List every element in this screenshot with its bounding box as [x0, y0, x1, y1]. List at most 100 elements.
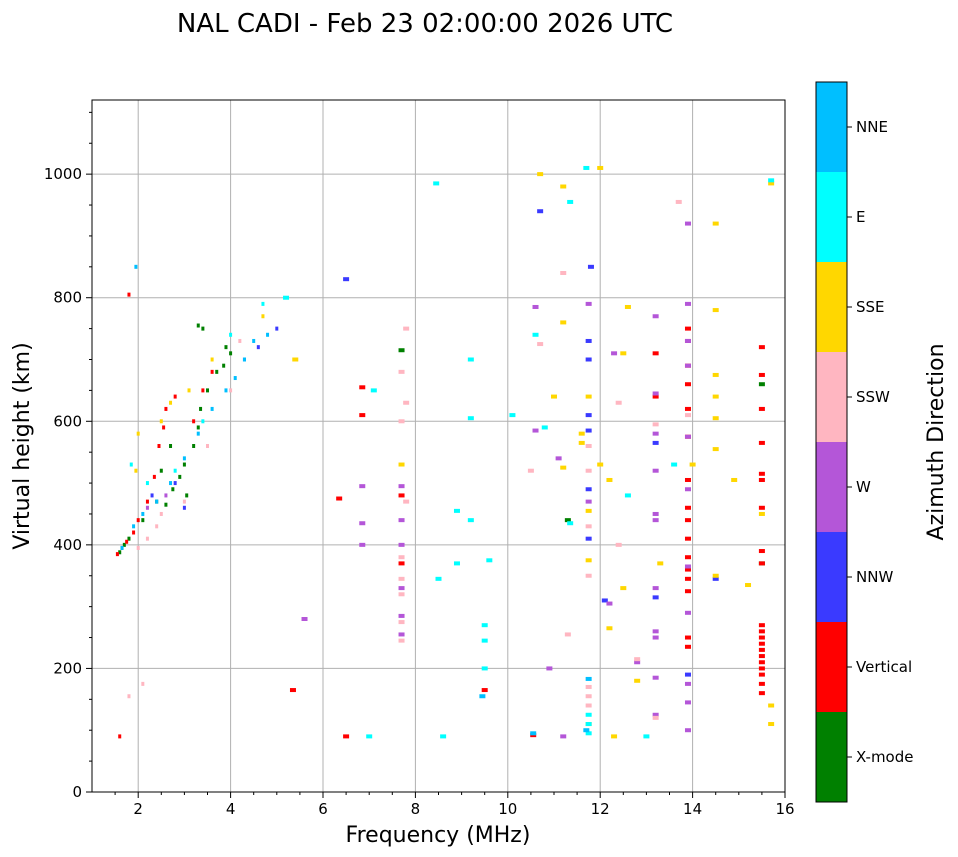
data-point-sse: [620, 586, 627, 591]
x-tick-label: 16: [775, 800, 794, 818]
data-point-e: [567, 199, 574, 204]
data-point-vertical: [115, 552, 119, 557]
data-point-nnw: [585, 357, 592, 362]
data-point-sse: [551, 394, 557, 399]
data-point-sse: [758, 511, 765, 516]
colorbar-tick-label: Vertical: [856, 658, 912, 676]
data-point-w: [585, 301, 592, 306]
colorbar-tick-label: X-mode: [856, 748, 913, 766]
data-point-x-mode: [178, 474, 182, 479]
data-point-w: [359, 484, 366, 489]
data-point-nnw: [150, 493, 154, 498]
data-point-vertical: [684, 644, 691, 649]
data-point-ssw: [615, 542, 622, 547]
data-point-vertical: [758, 681, 765, 686]
colorbar-tick-label: W: [856, 478, 871, 496]
data-point-vertical: [162, 425, 166, 430]
data-points: [115, 165, 775, 739]
data-point-x-mode: [127, 536, 131, 541]
data-point-e: [440, 734, 447, 739]
data-point-vertical: [684, 589, 691, 594]
data-point-vertical: [684, 477, 691, 482]
data-point-nnw: [712, 576, 719, 581]
data-point-nne: [182, 456, 186, 461]
data-point-x-mode: [122, 542, 126, 547]
data-point-ssw: [127, 694, 131, 699]
data-point-ssw: [229, 388, 233, 393]
data-point-nnw: [684, 672, 691, 677]
x-axis-label: Frequency (MHz): [346, 823, 531, 848]
data-point-nne: [134, 264, 138, 269]
data-point-nne: [233, 376, 237, 381]
data-point-vertical: [336, 496, 343, 501]
data-point-w: [398, 542, 405, 547]
x-tick-label: 2: [133, 800, 143, 818]
data-point-e: [366, 734, 373, 739]
data-point-sse: [585, 508, 592, 513]
data-point-w: [684, 681, 691, 686]
data-point-nnw: [256, 345, 260, 350]
data-point-e: [624, 493, 631, 498]
data-point-ssw: [398, 419, 405, 424]
data-point-e: [643, 734, 650, 739]
data-point-nne: [530, 731, 537, 736]
data-point-w: [560, 734, 567, 739]
data-point-vertical: [164, 406, 168, 411]
data-point-x-mode: [171, 487, 175, 492]
data-point-nnw: [275, 326, 279, 331]
data-point-sse: [261, 314, 265, 319]
data-point-w: [532, 304, 539, 309]
data-point-ssw: [398, 576, 405, 581]
data-point-sse: [768, 703, 775, 708]
data-point-sse: [187, 388, 191, 393]
colorbar-tick-label: E: [856, 208, 865, 226]
data-point-e: [129, 462, 133, 467]
data-point-sse: [578, 431, 585, 436]
colorbar-tick-label: SSW: [856, 388, 890, 406]
data-point-w: [652, 468, 659, 473]
data-point-ssw: [527, 468, 534, 473]
data-point-vertical: [684, 326, 691, 331]
data-point-e: [481, 666, 488, 671]
data-point-w: [546, 666, 553, 671]
data-point-e: [671, 462, 678, 467]
data-point-e: [433, 181, 440, 186]
data-point-w: [684, 564, 691, 569]
colorbar-swatch: [816, 262, 847, 352]
data-point-e: [229, 332, 233, 337]
data-point-e: [467, 518, 474, 523]
data-point-sse: [210, 357, 214, 362]
data-point-ssw: [141, 681, 145, 686]
data-point-sse: [611, 734, 618, 739]
data-point-vertical: [398, 493, 405, 498]
data-point-e: [435, 576, 442, 581]
data-point-w: [684, 610, 691, 615]
data-point-sse: [578, 440, 585, 445]
data-point-w: [652, 431, 659, 436]
data-point-e: [567, 521, 574, 526]
data-point-nnw: [182, 505, 186, 510]
data-point-x-mode: [182, 462, 186, 467]
data-point-x-mode: [159, 468, 163, 473]
colorbar-swatch: [816, 622, 847, 712]
data-point-vertical: [684, 576, 691, 581]
data-point-ssw: [145, 536, 149, 541]
data-point-sse: [768, 181, 775, 186]
data-point-ssw: [560, 271, 567, 275]
data-point-vertical: [758, 440, 765, 445]
data-point-ssw: [585, 573, 592, 578]
data-point-vertical: [758, 372, 765, 377]
data-point-vertical: [758, 471, 765, 476]
colorbar-tick-label: NNE: [856, 118, 888, 136]
data-point-w: [684, 221, 691, 226]
data-point-w: [359, 521, 366, 526]
data-point-w: [684, 301, 691, 306]
data-point-nne: [132, 524, 136, 529]
data-point-vertical: [684, 567, 691, 572]
data-point-nne: [169, 481, 173, 486]
y-tick-label: 400: [53, 536, 82, 554]
data-point-x-mode: [118, 550, 122, 555]
data-point-w: [684, 728, 691, 733]
data-point-x-mode: [192, 444, 196, 448]
data-point-sse: [606, 477, 613, 482]
